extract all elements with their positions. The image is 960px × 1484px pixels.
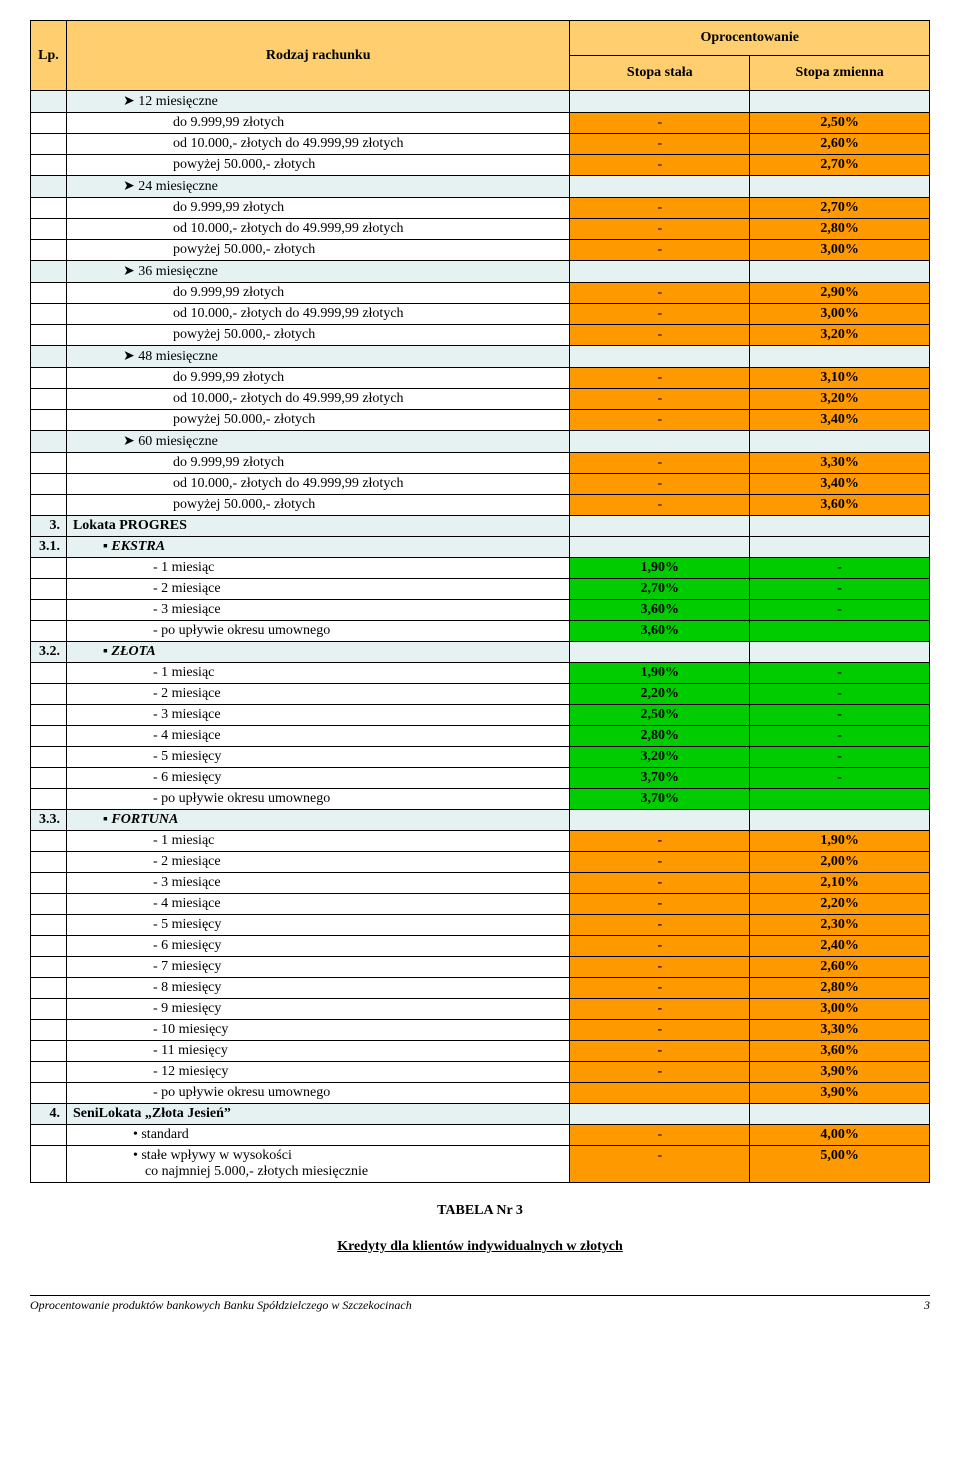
footer-left: Oprocentowanie produktów bankowych Banku… xyxy=(30,1298,412,1313)
hdr-rodzaj: Rodzaj rachunku xyxy=(66,21,569,91)
rates-table: Lp. Rodzaj rachunku Oprocentowanie Stopa… xyxy=(30,20,930,1183)
footer-page: 3 xyxy=(924,1298,930,1313)
footer: Oprocentowanie produktów bankowych Banku… xyxy=(30,1295,930,1313)
hdr-zmienna: Stopa zmienna xyxy=(750,56,930,91)
tabela-title: TABELA Nr 3 xyxy=(30,1183,930,1219)
hdr-stala: Stopa stała xyxy=(570,56,750,91)
hdr-lp: Lp. xyxy=(31,21,67,91)
tabela-subtitle: Kredyty dla klientów indywidualnych w zł… xyxy=(30,1219,930,1255)
hdr-oproc: Oprocentowanie xyxy=(570,21,930,56)
header-row: Lp. Rodzaj rachunku Oprocentowanie xyxy=(31,21,930,56)
